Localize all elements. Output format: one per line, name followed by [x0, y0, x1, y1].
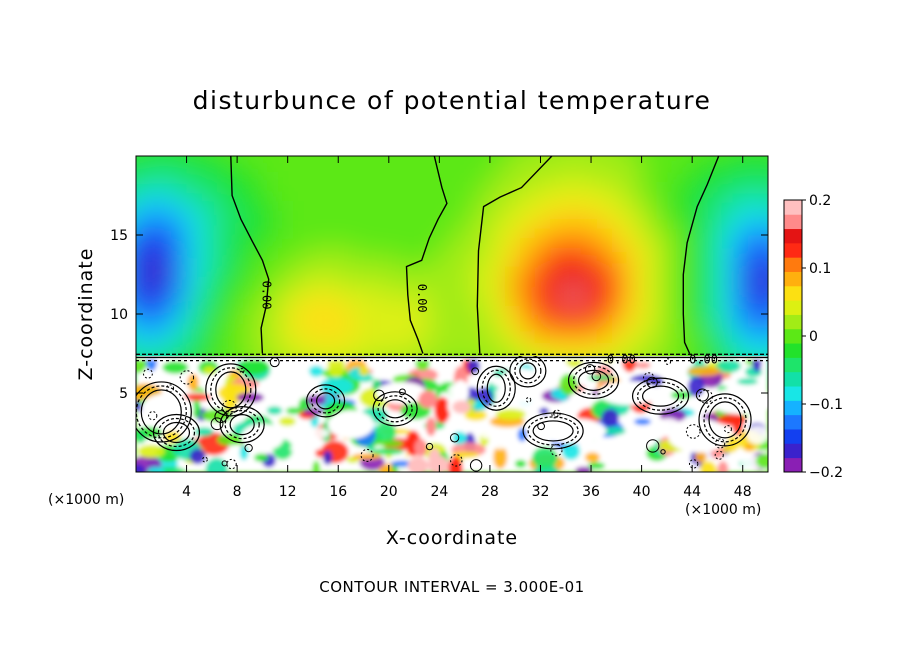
- colorbar-swatch-5: [784, 400, 802, 416]
- colorbar-swatch-1: [784, 457, 802, 473]
- x-start-unit-label: (×1000 m): [48, 492, 125, 508]
- contour-labels: 0.00 0.00 0.00 0.00: [260, 281, 718, 367]
- y-tick-label-5: 5: [119, 386, 128, 402]
- colorbar-tick-label-1: −0.2: [809, 465, 843, 481]
- colorbar-swatch-3: [784, 429, 802, 444]
- x-tick-label-24: 24: [430, 484, 448, 500]
- contour-label-2: 0.00: [415, 284, 429, 313]
- zero-contour-1: [230, 156, 270, 354]
- zero-contour-3: [476, 156, 553, 354]
- upper-temperature-field: [136, 156, 768, 381]
- x-tick-label-32: 32: [532, 484, 550, 500]
- colorbar-swatch-18: [784, 214, 802, 230]
- x-tick-label-20: 20: [380, 484, 398, 500]
- colorbar-tick-label-5: 0.2: [809, 193, 831, 209]
- colorbar-swatch-4: [784, 414, 802, 430]
- colorbar-swatch-14: [784, 271, 802, 287]
- colorbar-swatch-13: [784, 285, 802, 301]
- colorbar-swatch-7: [784, 371, 802, 387]
- contour-label-4: 0.00: [689, 352, 718, 366]
- contour-label-3: 0.00: [607, 352, 636, 366]
- y-axis-label: Z-coordinate: [75, 247, 97, 381]
- y-tick-label-10: 10: [110, 307, 128, 323]
- x-tick-label-28: 28: [481, 484, 499, 500]
- colorbar-swatch-19: [784, 200, 802, 215]
- colorbar-swatch-2: [784, 443, 802, 459]
- colorbar-swatch-12: [784, 300, 802, 315]
- x-tick-label-44: 44: [683, 484, 701, 500]
- x-axis: 4 8 12 16 20 24 28 32 36 40 44 48: [182, 156, 752, 500]
- contour-label-1: 0.00: [260, 281, 274, 310]
- colorbar-tick-label-4: 0.1: [809, 261, 831, 277]
- x-tick-label-8: 8: [233, 484, 242, 500]
- x-tick-label-48: 48: [734, 484, 752, 500]
- x-tick-label-40: 40: [633, 484, 651, 500]
- x-tick-label-12: 12: [279, 484, 297, 500]
- x-tick-label-4: 4: [182, 484, 191, 500]
- zero-contours: [136, 156, 768, 362]
- colorbar-swatch-11: [784, 314, 802, 330]
- colorbar-swatch-10: [784, 328, 802, 344]
- colorbar: −0.2 −0.1 0 0.1 0.2: [783, 193, 843, 481]
- y-tick-label-15: 15: [110, 228, 128, 244]
- x-end-unit-label: (×1000 m): [685, 502, 762, 518]
- colorbar-swatch-17: [784, 228, 802, 244]
- colorbar-swatch-8: [784, 357, 802, 373]
- colorbar-tick-label-3: 0: [809, 329, 818, 345]
- colorbar-swatch-16: [784, 242, 802, 258]
- lower-turbulent-layer: [136, 356, 768, 472]
- x-tick-label-16: 16: [329, 484, 347, 500]
- x-tick-label-36: 36: [582, 484, 600, 500]
- contour-interval-note: CONTOUR INTERVAL = 3.000E-01: [319, 578, 585, 596]
- colorbar-swatch-15: [784, 257, 802, 272]
- plot-area: 0.00 0.00 0.00 0.00: [136, 156, 768, 472]
- y-axis: 5 10 15: [110, 228, 768, 402]
- colorbar-swatch-6: [784, 386, 802, 401]
- zero-contour-2: [405, 156, 448, 354]
- zero-contour-4: [682, 156, 720, 354]
- colorbar-tick-label-2: −0.1: [809, 397, 843, 413]
- chart-title: disturbunce of potential temperature: [192, 86, 712, 115]
- x-axis-label: X-coordinate: [385, 527, 519, 549]
- colorbar-swatch-9: [784, 343, 802, 358]
